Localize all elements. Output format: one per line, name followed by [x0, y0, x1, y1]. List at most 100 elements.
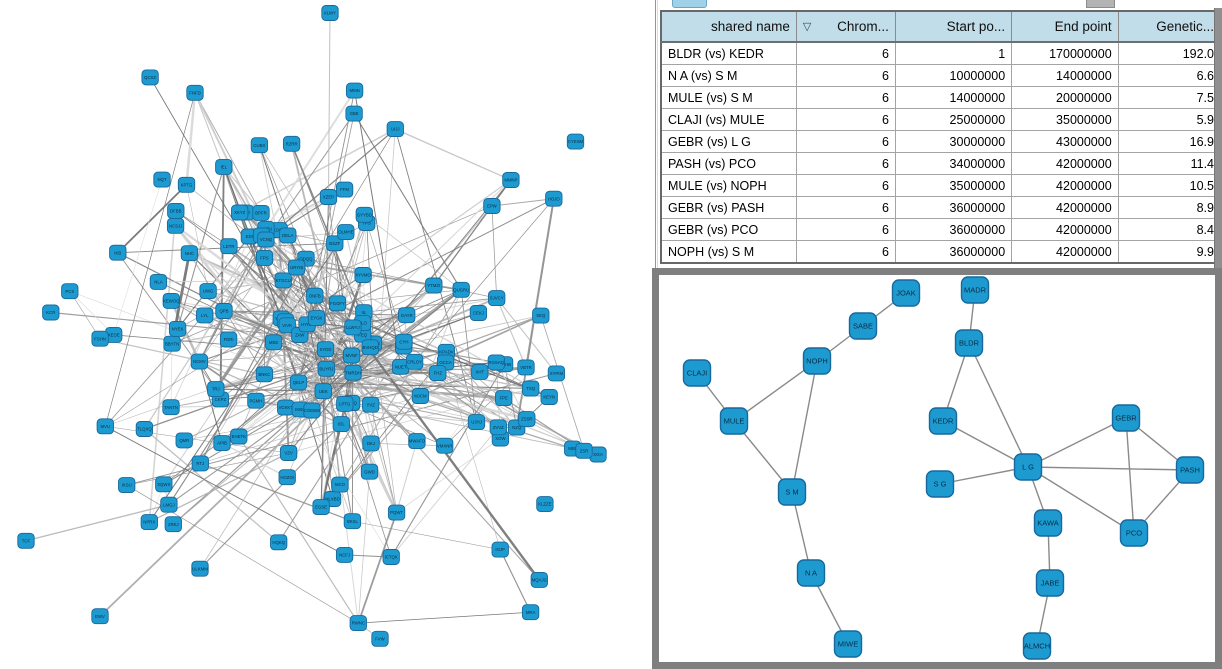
network-node[interactable]: KTGCU	[274, 272, 292, 289]
network-node-NOPH[interactable]: NOPH	[802, 347, 832, 375]
network-edge-NOPH-MULE[interactable]	[733, 360, 818, 422]
network-node[interactable]: FHZ	[429, 365, 447, 382]
network-node[interactable]: MCO	[331, 476, 349, 493]
network-node[interactable]: XHT	[471, 363, 489, 380]
network-node-SM[interactable]: S M	[777, 478, 807, 506]
network-node[interactable]: RGSAQ	[487, 354, 505, 371]
network-node[interactable]: QUGRU	[452, 281, 470, 298]
network-node[interactable]: QMR	[175, 432, 193, 449]
network-node[interactable]: CYH	[395, 333, 413, 350]
network-node[interactable]: DFBB	[167, 202, 185, 219]
network-node[interactable]: SYDD	[316, 341, 335, 358]
network-node[interactable]: FGGFY	[328, 295, 347, 312]
network-node-CLAJI[interactable]: CLAJI	[682, 359, 712, 387]
network-node-SABE[interactable]: SABE	[848, 312, 878, 340]
network-node[interactable]: PCS	[61, 283, 79, 300]
network-node[interactable]: MVU	[96, 418, 114, 435]
network-node[interactable]: XYPIM	[547, 365, 566, 382]
network-edge-LG-PCO[interactable]	[1027, 466, 1135, 534]
network-node[interactable]: BPFR	[252, 204, 270, 221]
table-row[interactable]: GEBR (vs) L G 6 30000000 43000000 16.9	[660, 130, 1222, 153]
network-edge-LG-PASH[interactable]	[1027, 466, 1191, 471]
network-node[interactable]: ZVVZ	[489, 419, 507, 436]
network-node[interactable]: ICTQK	[382, 549, 400, 565]
table-row[interactable]: GEBR (vs) PASH 6 36000000 42000000 8.9	[660, 196, 1222, 219]
network-node[interactable]: DKJ	[362, 435, 380, 452]
network-node[interactable]: YVZ	[362, 396, 380, 413]
network-node[interactable]: RZRR	[282, 135, 301, 152]
network-node[interactable]: TRJ	[207, 381, 225, 398]
network-node[interactable]: NLA	[149, 273, 168, 290]
network-node-JOAK[interactable]: JOAK	[891, 279, 921, 307]
network-edge-GEBR-PCO[interactable]	[1125, 417, 1135, 534]
network-node[interactable]: MJCM	[411, 388, 430, 404]
network-node[interactable]: FSHN	[91, 330, 109, 347]
network-node[interactable]: UIJJ	[386, 121, 404, 138]
column-header-shared-name[interactable]: shared name	[660, 10, 797, 43]
network-node-KAWA[interactable]: KAWA	[1033, 509, 1063, 537]
table-vertical-scrollbar[interactable]	[1214, 8, 1222, 268]
network-node[interactable]: XKYZ	[231, 204, 249, 221]
network-node[interactable]: XZEP	[319, 189, 338, 205]
column-header-start-po[interactable]: Start po...	[894, 10, 1013, 43]
network-node-MULE[interactable]: MULE	[719, 407, 749, 435]
network-node[interactable]: GBE	[345, 105, 363, 122]
network-node[interactable]: FPE	[495, 390, 513, 407]
network-node[interactable]: MMNP	[502, 172, 520, 188]
network-node[interactable]: OLMHE	[337, 224, 355, 241]
network-node[interactable]: TSQ	[522, 380, 540, 397]
network-node[interactable]: URYIB	[288, 259, 306, 276]
network-edge-NOPH-SM[interactable]	[791, 360, 818, 493]
network-node[interactable]: EWV	[91, 608, 109, 625]
table-row[interactable]: MULE (vs) NOPH 6 35000000 42000000 10.5	[660, 174, 1222, 197]
network-node[interactable]: MVNF	[342, 347, 361, 364]
network-node[interactable]: DELA	[279, 227, 297, 244]
network-node[interactable]: EYGK	[307, 310, 326, 327]
network-node[interactable]: NYEK	[168, 320, 187, 337]
network-node[interactable]: VZV	[279, 445, 298, 461]
network-node[interactable]: BVHQD	[361, 339, 379, 356]
network-edge-KEDR-LG[interactable]	[942, 420, 1029, 468]
network-node[interactable]: MRA	[521, 604, 540, 621]
network-node-ALMCH[interactable]: ALMCH	[1022, 632, 1052, 660]
network-node[interactable]: UJHJ	[467, 414, 486, 431]
network-edge-BLDR-LG[interactable]	[968, 342, 1029, 468]
network-node[interactable]: KCR	[42, 304, 60, 321]
network-node[interactable]: QPB	[215, 303, 233, 319]
network-node[interactable]: IOL	[332, 416, 350, 433]
network-node[interactable]: NQT	[153, 171, 171, 188]
network-node[interactable]: MQAJG	[530, 571, 548, 588]
panel-splitter[interactable]	[655, 0, 656, 268]
network-node[interactable]: VCKKT	[277, 399, 295, 416]
network-node-MADR[interactable]: MADR	[960, 276, 990, 304]
network-node[interactable]: TLQXQ	[135, 421, 154, 437]
large-network-canvas[interactable]: BUYRJPCSTPSVZVVCKKTSYDDQDQQUJHJWEDSRSOQP…	[0, 0, 652, 669]
network-node-MIWE[interactable]: MIWE	[833, 630, 863, 658]
network-node[interactable]: BUYRJ	[317, 360, 336, 377]
network-node[interactable]: SEQ	[532, 307, 550, 324]
network-node[interactable]: GYYBD	[355, 206, 373, 223]
network-node[interactable]: IOJP	[491, 541, 509, 558]
network-node[interactable]: ONFB	[306, 287, 324, 304]
network-node[interactable]: ZSR	[575, 442, 593, 459]
network-node[interactable]: MEE	[264, 334, 283, 351]
network-node[interactable]: FNFD	[186, 84, 204, 101]
network-node[interactable]: CRLOY	[405, 353, 424, 370]
network-node[interactable]: PGMH	[247, 392, 265, 409]
network-node-LG[interactable]: L G	[1013, 453, 1043, 481]
table-row[interactable]: BLDR (vs) KEDR 6 1 170000000 192.0	[660, 41, 1222, 65]
table-row[interactable]: GEBR (vs) PCO 6 36000000 42000000 8.4	[660, 218, 1222, 241]
network-node[interactable]: LMGJ	[160, 496, 178, 513]
network-node[interactable]: CYESM	[566, 133, 585, 150]
network-node[interactable]: CEKJ	[469, 305, 488, 321]
network-node[interactable]: ZRKJ	[164, 516, 182, 533]
network-node[interactable]: VCNQ	[257, 231, 275, 248]
network-node[interactable]: VBTR	[517, 359, 535, 376]
network-node[interactable]: UEK	[314, 383, 332, 400]
network-node-JABE[interactable]: JABE	[1035, 569, 1065, 597]
network-node[interactable]: RWNC	[349, 615, 367, 632]
network-node[interactable]: EHETK	[230, 428, 248, 445]
network-node[interactable]: FPS	[255, 249, 274, 266]
network-node[interactable]: GAYR	[398, 307, 416, 324]
